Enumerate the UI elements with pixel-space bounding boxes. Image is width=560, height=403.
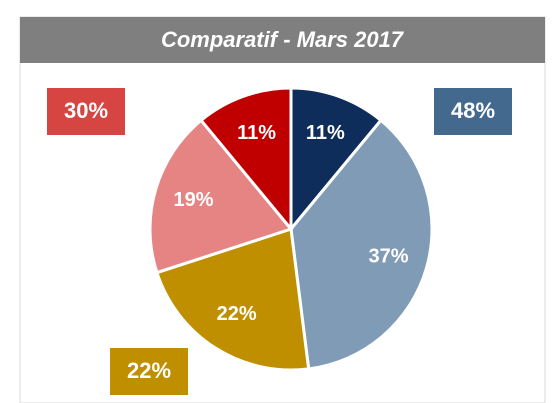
- pie-slice: [155, 227, 311, 372]
- annotation-label: 48%: [451, 98, 495, 123]
- slice-label: 19%: [173, 189, 213, 211]
- chart-title: Comparatif - Mars 2017: [161, 27, 405, 52]
- annotation-box: [47, 88, 125, 135]
- slice-label: 37%: [368, 246, 408, 268]
- pie-slice: [289, 86, 383, 234]
- slice-label: 11%: [237, 122, 276, 144]
- pie-slice: [199, 86, 293, 234]
- annotation-label: 22%: [127, 358, 171, 383]
- annotation-box: [110, 348, 188, 395]
- pie-slice: [148, 118, 294, 275]
- annotation-label: 30%: [64, 98, 108, 123]
- annotation-box: [434, 88, 512, 135]
- slice-label: 11%: [306, 122, 345, 144]
- title-bar: [20, 17, 545, 63]
- slice-label: 22%: [217, 303, 257, 325]
- pie-slice: [289, 118, 434, 371]
